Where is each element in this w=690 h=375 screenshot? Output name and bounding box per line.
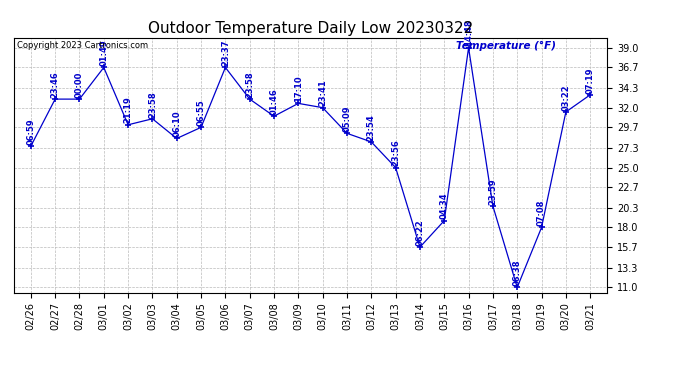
Text: 06:22: 06:22	[415, 219, 424, 246]
Text: 06:55: 06:55	[197, 99, 206, 126]
Text: 17:10: 17:10	[294, 75, 303, 102]
Text: 03:22: 03:22	[562, 84, 571, 111]
Text: 23:37: 23:37	[221, 40, 230, 66]
Text: 07:08: 07:08	[537, 200, 546, 226]
Text: 14:48: 14:48	[464, 20, 473, 46]
Text: Temperature (°F): Temperature (°F)	[456, 41, 556, 51]
Text: 23:41: 23:41	[318, 80, 327, 106]
Text: 06:38: 06:38	[513, 260, 522, 286]
Text: 23:58: 23:58	[245, 71, 254, 98]
Text: 05:09: 05:09	[342, 105, 351, 132]
Text: Copyright 2023 Cartronics.com: Copyright 2023 Cartronics.com	[17, 41, 148, 50]
Title: Outdoor Temperature Daily Low 20230322: Outdoor Temperature Daily Low 20230322	[148, 21, 473, 36]
Text: 06:10: 06:10	[172, 111, 181, 137]
Text: 23:56: 23:56	[391, 140, 400, 166]
Text: 01:49: 01:49	[99, 39, 108, 66]
Text: 06:59: 06:59	[26, 118, 35, 145]
Text: 01:46: 01:46	[270, 88, 279, 115]
Text: 23:59: 23:59	[489, 178, 497, 205]
Text: 23:46: 23:46	[50, 71, 59, 98]
Text: 07:19: 07:19	[586, 67, 595, 93]
Text: 23:58: 23:58	[148, 91, 157, 117]
Text: 21:19: 21:19	[124, 97, 132, 123]
Text: 04:34: 04:34	[440, 193, 449, 219]
Text: 23:54: 23:54	[367, 114, 376, 141]
Text: 00:00: 00:00	[75, 72, 84, 98]
